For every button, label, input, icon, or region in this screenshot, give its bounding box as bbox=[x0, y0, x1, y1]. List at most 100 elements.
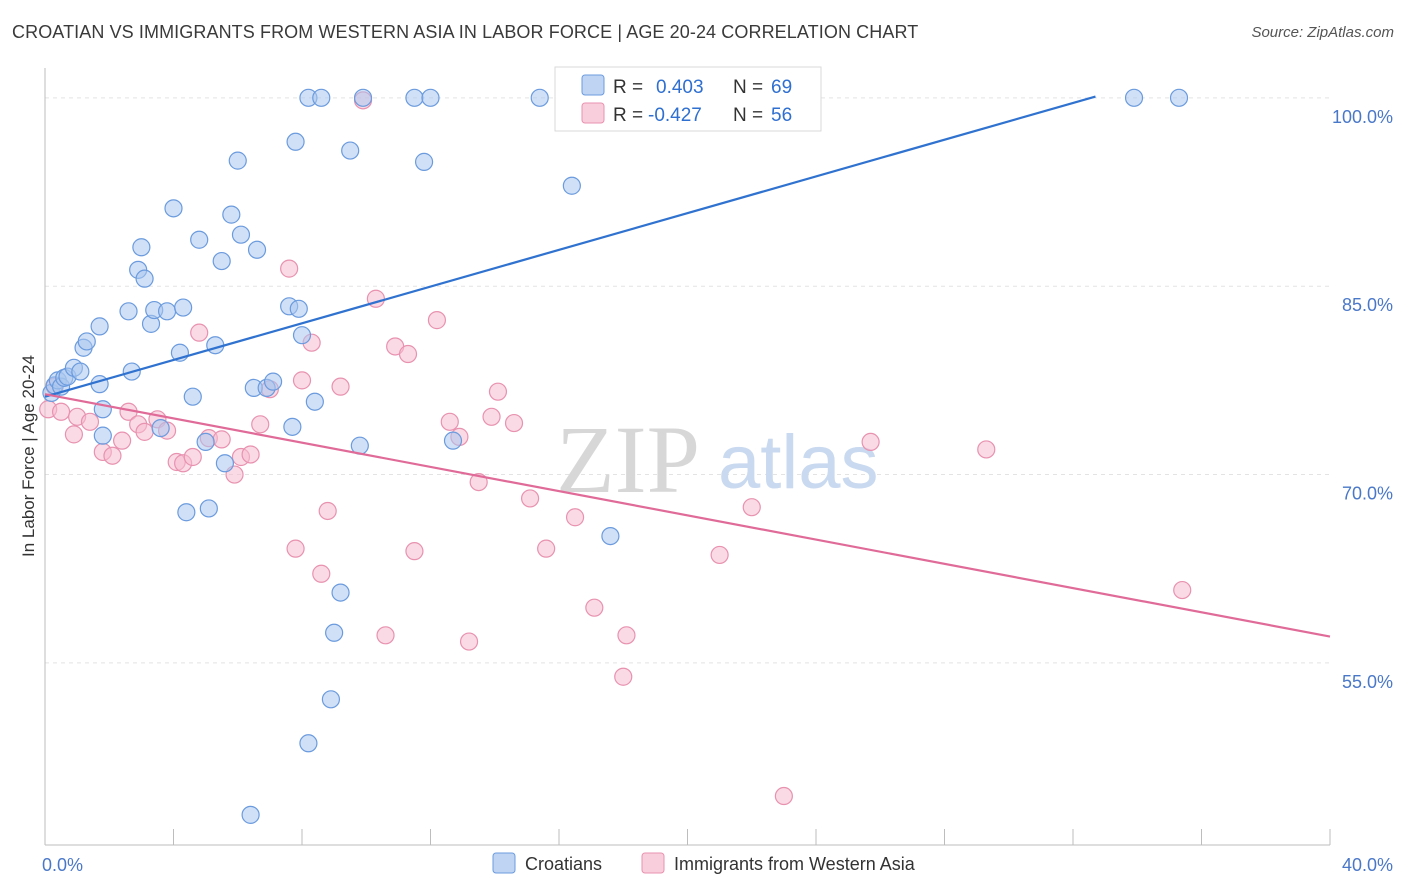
chart-title: CROATIAN VS IMMIGRANTS FROM WESTERN ASIA… bbox=[12, 22, 919, 42]
blue-point bbox=[222, 205, 241, 224]
pink-point bbox=[241, 445, 260, 464]
blue-point bbox=[119, 302, 138, 321]
x-tick-label: 0.0% bbox=[42, 855, 83, 875]
blue-point bbox=[71, 362, 90, 381]
legend-r-value-blue: 0.403 bbox=[656, 77, 704, 98]
legend-r-value-pink: -0.427 bbox=[648, 105, 702, 126]
pink-point bbox=[190, 323, 209, 342]
blue-point bbox=[405, 88, 424, 107]
blue-point bbox=[292, 326, 312, 345]
pink-point bbox=[64, 425, 84, 444]
blue-point bbox=[331, 583, 350, 602]
pink-point bbox=[520, 489, 540, 508]
blue-point bbox=[77, 332, 96, 351]
blue-point bbox=[164, 199, 183, 218]
y-tick-label: 85.0% bbox=[1342, 295, 1393, 315]
pink-point bbox=[398, 344, 418, 364]
blue-point bbox=[1169, 88, 1189, 107]
blue-point bbox=[601, 526, 620, 546]
series-legend: Croatians Immigrants from Western Asia bbox=[492, 852, 916, 874]
legend-n-label-blue: N = bbox=[733, 77, 763, 98]
blue-point bbox=[312, 88, 331, 107]
blue-point bbox=[305, 392, 324, 411]
blue-point bbox=[325, 623, 344, 642]
pink-point bbox=[112, 431, 132, 450]
blue-point bbox=[93, 426, 112, 445]
blue-point bbox=[135, 269, 154, 288]
legend-n-label-pink: N = bbox=[733, 105, 763, 126]
blue-point bbox=[247, 240, 267, 259]
blue-point bbox=[157, 302, 177, 321]
pink-point bbox=[251, 415, 270, 434]
pink-point bbox=[212, 430, 231, 449]
pink-point bbox=[614, 667, 633, 686]
blue-point bbox=[174, 298, 193, 317]
pink-point bbox=[537, 539, 556, 558]
blue-point bbox=[190, 230, 209, 249]
blue-point bbox=[263, 372, 283, 391]
blue-point bbox=[231, 225, 251, 244]
blue-point bbox=[132, 238, 151, 257]
watermark-zip: ZIP bbox=[556, 406, 700, 513]
gridlines bbox=[45, 97, 1330, 664]
series-legend-swatch-blue bbox=[492, 852, 516, 874]
pink-point bbox=[565, 508, 585, 527]
blue-point bbox=[183, 387, 202, 406]
x-tick-label: 40.0% bbox=[1342, 855, 1393, 875]
pink-point bbox=[440, 412, 459, 431]
pink-point bbox=[861, 432, 880, 452]
axes bbox=[44, 68, 1331, 846]
y-tick-label: 55.0% bbox=[1342, 672, 1393, 692]
pink-point bbox=[742, 498, 761, 517]
blue-point bbox=[228, 151, 247, 170]
series-legend-label-pink: Immigrants from Western Asia bbox=[674, 854, 916, 874]
blue-point bbox=[321, 690, 341, 709]
blue-trend-line bbox=[44, 95, 1096, 398]
series-legend-label-blue: Croatians bbox=[525, 854, 602, 874]
blue-point bbox=[414, 152, 434, 171]
blue-point bbox=[421, 88, 440, 107]
pink-point bbox=[183, 447, 202, 467]
blue-point bbox=[1124, 88, 1144, 107]
blue-point bbox=[289, 299, 308, 318]
watermark: ZIP atlas bbox=[556, 406, 879, 513]
pink-point bbox=[376, 626, 395, 645]
pink-trend-line bbox=[44, 393, 1331, 638]
pink-point bbox=[292, 371, 312, 390]
pink-point bbox=[1173, 580, 1192, 600]
blue-point bbox=[283, 417, 302, 436]
legend-n-value-blue: 69 bbox=[771, 77, 792, 98]
blue-point bbox=[353, 88, 373, 107]
pink-point bbox=[710, 545, 729, 565]
trend-lines bbox=[44, 95, 1331, 638]
blue-point bbox=[199, 499, 218, 518]
x-tick-labels: 0.0% 40.0% bbox=[42, 855, 1393, 875]
blue-point bbox=[299, 734, 318, 753]
y-axis-label: In Labor Force | Age 20-24 bbox=[19, 355, 38, 557]
y-tick-label: 100.0% bbox=[1332, 107, 1393, 127]
pink-point bbox=[977, 440, 996, 459]
blue-point bbox=[151, 418, 170, 438]
pink-point bbox=[103, 446, 122, 465]
legend-swatch-blue bbox=[581, 74, 605, 96]
y-tick-labels: 55.0% 70.0% 85.0% 100.0% bbox=[1332, 107, 1393, 692]
legend-r-label-blue: R = bbox=[613, 77, 643, 98]
pink-point bbox=[482, 407, 501, 426]
blue-point bbox=[443, 431, 463, 450]
pink-point bbox=[331, 377, 350, 396]
blue-point bbox=[286, 132, 305, 151]
blue-point bbox=[212, 251, 231, 271]
source-credit: Source: ZipAtlas.com bbox=[1251, 24, 1394, 41]
pink-point bbox=[80, 412, 100, 431]
blue-point bbox=[90, 375, 109, 394]
legend-swatch-pink bbox=[581, 102, 605, 124]
pink-point bbox=[585, 598, 604, 617]
pink-point bbox=[405, 542, 424, 561]
pink-point bbox=[318, 501, 337, 521]
pink-point bbox=[135, 422, 154, 441]
pink-point bbox=[280, 259, 299, 278]
y-tick-label: 70.0% bbox=[1342, 484, 1393, 504]
pink-point bbox=[286, 539, 305, 558]
pink-point bbox=[488, 382, 508, 401]
